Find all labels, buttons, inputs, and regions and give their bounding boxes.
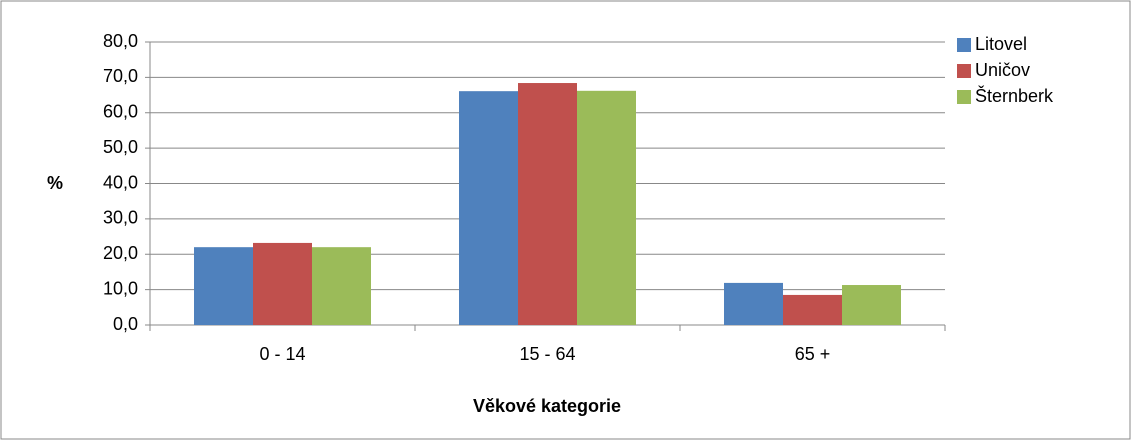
legend-label: Litovel <box>975 34 1027 54</box>
y-tick-label: 0,0 <box>113 314 138 334</box>
x-tick-label: 65 + <box>795 344 831 364</box>
bar <box>577 90 636 325</box>
bar <box>312 247 371 325</box>
x-tick-label: 15 - 64 <box>519 344 575 364</box>
bar <box>459 91 518 325</box>
y-tick-label: 30,0 <box>103 208 138 228</box>
y-tick-label: 40,0 <box>103 172 138 192</box>
x-tick-label: 0 - 14 <box>259 344 305 364</box>
legend-swatch <box>957 64 971 78</box>
legend-swatch <box>957 90 971 104</box>
bar <box>253 242 312 325</box>
bar <box>842 285 901 325</box>
y-tick-label: 10,0 <box>103 278 138 298</box>
bar <box>783 294 842 325</box>
y-tick-label: 50,0 <box>103 137 138 157</box>
y-axis-label: % <box>47 173 63 193</box>
legend-swatch <box>957 38 971 52</box>
legend-label: Šternberk <box>975 85 1054 106</box>
y-tick-label: 70,0 <box>103 66 138 86</box>
legend-label: Uničov <box>975 60 1030 80</box>
y-tick-label: 60,0 <box>103 102 138 122</box>
bar <box>518 83 577 325</box>
bar <box>194 247 253 325</box>
y-tick-label: 20,0 <box>103 243 138 263</box>
y-tick-label: 80,0 <box>103 31 138 51</box>
bar <box>724 282 783 325</box>
x-axis-label: Věkové kategorie <box>473 396 621 416</box>
